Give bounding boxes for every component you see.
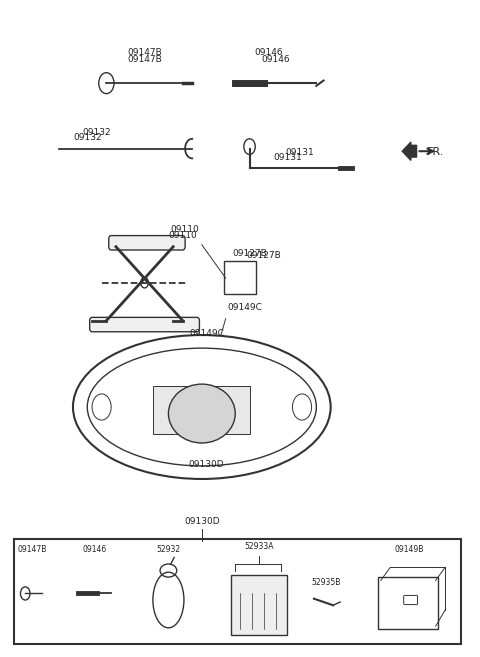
Text: 09110: 09110: [171, 225, 200, 234]
FancyBboxPatch shape: [224, 261, 256, 294]
FancyBboxPatch shape: [109, 236, 185, 250]
FancyBboxPatch shape: [14, 539, 461, 645]
Text: 52932: 52932: [156, 545, 180, 555]
Text: 09149C: 09149C: [189, 329, 224, 338]
Text: 09110: 09110: [168, 231, 197, 240]
Text: 09127B: 09127B: [232, 249, 267, 258]
FancyBboxPatch shape: [153, 386, 193, 434]
FancyBboxPatch shape: [231, 575, 287, 635]
Text: 09132: 09132: [73, 133, 102, 142]
Ellipse shape: [168, 384, 235, 443]
Text: 09147B: 09147B: [127, 55, 162, 64]
Text: 09147B: 09147B: [18, 545, 47, 555]
FancyBboxPatch shape: [210, 386, 251, 434]
FancyBboxPatch shape: [404, 595, 418, 604]
Text: 09130D: 09130D: [189, 460, 225, 469]
FancyBboxPatch shape: [378, 577, 438, 629]
Text: 09149C: 09149C: [228, 303, 262, 312]
Text: 09132: 09132: [83, 128, 111, 137]
Text: 52935B: 52935B: [311, 578, 341, 587]
Text: 52933A: 52933A: [244, 542, 274, 551]
Text: 09149B: 09149B: [395, 545, 424, 555]
Circle shape: [141, 277, 148, 288]
FancyBboxPatch shape: [90, 317, 199, 332]
Text: 09131: 09131: [273, 152, 302, 162]
Text: 09146: 09146: [254, 48, 283, 57]
Text: FR.: FR.: [427, 147, 444, 157]
Text: 09130D: 09130D: [184, 517, 220, 526]
Text: 09147B: 09147B: [127, 48, 162, 57]
Text: 09146: 09146: [262, 55, 290, 64]
Text: 09146: 09146: [83, 545, 107, 555]
Text: 09127B: 09127B: [247, 251, 281, 260]
FancyArrow shape: [402, 142, 417, 160]
Text: 09131: 09131: [285, 148, 314, 157]
